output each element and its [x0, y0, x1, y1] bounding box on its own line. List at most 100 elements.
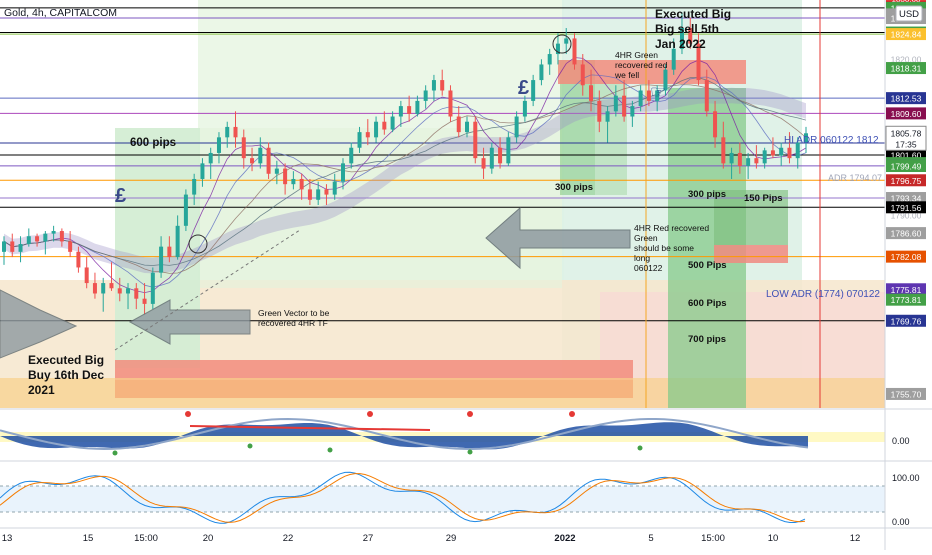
candle: [382, 111, 387, 135]
candle: [572, 33, 577, 70]
candle: [225, 121, 230, 148]
candle-body: [225, 126, 230, 138]
candle-body: [258, 147, 263, 164]
candle-body: [696, 43, 701, 81]
candle-body: [754, 158, 759, 164]
candle: [324, 184, 329, 205]
candle: [580, 54, 585, 96]
pips-500-label: 500 Pips: [688, 260, 727, 271]
executed-sell-line-3: Jan 2022: [655, 37, 706, 51]
candle: [126, 283, 131, 310]
candle: [398, 100, 403, 127]
candle-body: [489, 147, 494, 169]
price-label: 1755.70: [886, 387, 926, 400]
executed-buy-line-3: 2021: [28, 383, 55, 397]
executed-sell-line-1: Executed Big: [655, 7, 731, 21]
candle: [630, 100, 635, 127]
osc1-green-dot: [637, 445, 643, 451]
price-label-bg: [886, 92, 926, 105]
candle-body: [35, 236, 40, 242]
osc1-green-dot: [327, 447, 333, 453]
hand-pointer-icon: ☞: [650, 82, 666, 102]
time-tick-label: 27: [363, 533, 374, 544]
currency-button[interactable]: USD: [895, 5, 923, 22]
pound-symbol-right: £: [518, 77, 529, 99]
candle: [142, 283, 147, 315]
candle: [35, 233, 40, 247]
candle-body: [26, 236, 31, 245]
hr4-green-line-3: we fell: [614, 70, 639, 80]
price-grid-label: 1790.00: [891, 210, 922, 220]
candle: [465, 116, 470, 138]
arrow-left-small: [128, 299, 251, 345]
candle-body: [787, 147, 792, 159]
hr4-red-line-2: Green: [634, 233, 658, 243]
candle-body: [663, 69, 668, 91]
osc1-red-dot: [569, 411, 575, 417]
candle: [299, 173, 304, 200]
candle: [671, 38, 676, 75]
hr4-red-line-1: 4HR Red recovered: [634, 223, 709, 233]
candle-body: [522, 100, 527, 117]
pips-600-label: 600 pips: [130, 137, 176, 149]
candle: [779, 142, 784, 166]
price-label-text: 1786.60: [891, 229, 922, 239]
green-vector-line-1: Green Vector to be: [258, 308, 330, 318]
candle: [622, 80, 627, 122]
svg-text:Executed Big Buy 16th: Executed Big Buy 16th Dec 2021: [28, 353, 107, 397]
price-label-bg: [886, 227, 926, 240]
candle-body: [688, 28, 693, 44]
price-label-text: 1809.60: [891, 109, 922, 119]
time-tick-label: 29: [446, 533, 457, 544]
overlay-layer: ☞: [0, 34, 666, 359]
osc2-axis-label-bottom: 0.00: [892, 517, 910, 527]
price-label-text: 1812.53: [891, 94, 922, 104]
candle: [770, 137, 775, 159]
candle-body: [448, 90, 453, 117]
candle: [555, 33, 560, 65]
candle: [448, 85, 453, 122]
candle: [84, 257, 89, 289]
osc1-red-dot: [367, 411, 373, 417]
candle: [349, 142, 354, 169]
candle: [440, 69, 445, 96]
time-tick-label: 20: [203, 533, 214, 544]
price-label: 1791.56: [886, 201, 926, 214]
candle: [76, 246, 81, 273]
dashed-trend-line: [114, 229, 301, 351]
candle-body: [18, 244, 23, 252]
symbol-title: Gold, 4h, CAPITALCOM: [4, 7, 117, 19]
hi-adr-label: HI ADR 060122 1812: [784, 135, 879, 146]
candle-body: [316, 189, 321, 200]
candle: [522, 95, 527, 122]
osc2-axis-label-top: 100.00: [892, 473, 920, 483]
candle-body: [398, 106, 403, 117]
candle-body: [597, 100, 602, 122]
osc1-green-dot: [112, 450, 118, 456]
ma-ribbon-layer: [3, 57, 807, 294]
osc1-red-dot: [185, 411, 191, 417]
low-adr-label: LOW ADR (1774) 070122: [766, 289, 880, 300]
pips-300-label-b: 300 pips: [688, 189, 726, 200]
candle: [51, 225, 56, 242]
price-grid-label: 1820.00: [891, 54, 922, 64]
candle: [737, 142, 742, 174]
candle-body: [307, 189, 312, 200]
candle: [307, 178, 312, 205]
candles-layer: [2, 12, 808, 315]
candle: [564, 28, 569, 55]
svg-text:4HR Red recovered Gree: 4HR Red recovered Green should be some l…: [634, 223, 712, 273]
price-label-bg: [886, 174, 926, 187]
adr-label: ADR 1794.07: [828, 173, 882, 183]
ma-line-20: [3, 77, 807, 266]
arrow-right-edge: [0, 289, 78, 359]
price-axis: 1830.681820.001810.001800.001790.001829.…: [884, 0, 932, 550]
executed-buy-line-2: Buy 16th Dec: [28, 368, 104, 382]
candle: [374, 116, 379, 143]
candle: [266, 142, 271, 179]
candle: [183, 189, 188, 232]
candle-body: [440, 80, 445, 91]
hr4-green-line-1: 4HR Green: [615, 50, 658, 60]
